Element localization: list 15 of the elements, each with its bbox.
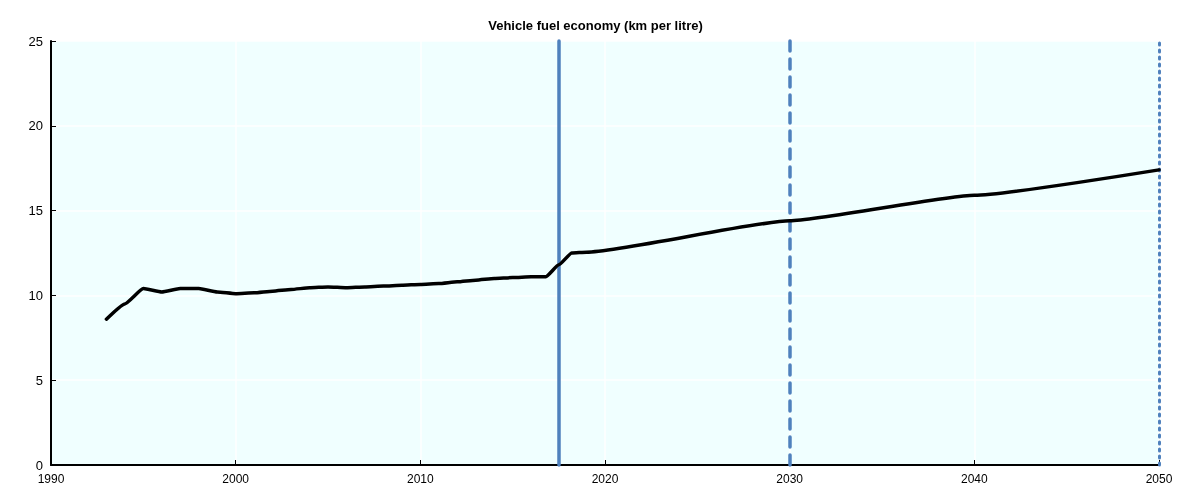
y-tick-label: 15 xyxy=(28,203,43,219)
y-tick-label: 25 xyxy=(28,33,43,49)
x-tick-label: 2050 xyxy=(1145,472,1173,486)
x-tick-label: 2030 xyxy=(776,472,804,486)
y-tick-label: 20 xyxy=(28,118,43,134)
x-tick-label: 2020 xyxy=(591,472,619,486)
x-tick-label: 2010 xyxy=(406,472,434,486)
y-tick-label: 10 xyxy=(28,287,43,303)
x-tick-label: 2000 xyxy=(222,472,250,486)
chart-title: Vehicle fuel economy (km per litre) xyxy=(488,18,703,33)
x-tick-label: 2040 xyxy=(960,472,988,486)
line-series xyxy=(104,168,1161,321)
x-tick-label: 1990 xyxy=(37,472,65,486)
y-tick-label: 0 xyxy=(35,457,43,473)
y-tick-label: 5 xyxy=(35,372,43,388)
